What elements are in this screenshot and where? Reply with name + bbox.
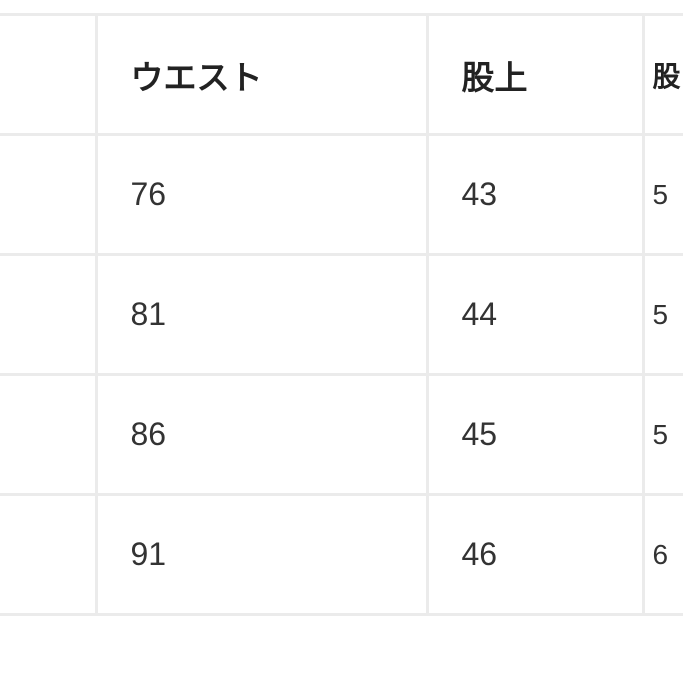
cell-rise: 45	[425, 373, 645, 496]
cell-waist: 81	[94, 253, 429, 376]
table-row: 91 46 6	[0, 493, 683, 616]
cell	[0, 373, 98, 496]
header-next: 股	[641, 13, 683, 136]
cell-rise: 44	[425, 253, 645, 376]
cell-rise: 46	[425, 493, 645, 616]
table-row: 86 45 5	[0, 373, 683, 496]
table-row: 81 44 5	[0, 253, 683, 376]
cell-next: 5	[641, 373, 683, 496]
header-waist: ウエスト	[94, 13, 429, 136]
cell	[0, 493, 98, 616]
header-row: ウエスト 股上 股	[0, 13, 683, 136]
cell-rise: 43	[425, 133, 645, 256]
cell-next: 5	[641, 133, 683, 256]
table-row: 76 43 5	[0, 133, 683, 256]
header-rise: 股上	[425, 13, 645, 136]
header-size	[0, 13, 98, 136]
cell-next: 5	[641, 253, 683, 376]
cell	[0, 253, 98, 376]
cell-waist: 91	[94, 493, 429, 616]
cell-waist: 76	[94, 133, 429, 256]
cell-waist: 86	[94, 373, 429, 496]
cell	[0, 133, 98, 256]
size-table-container: ウエスト 股上 股 76 43 5 81 44 5 86 45 5 91 46 6	[0, 13, 683, 616]
cell-next: 6	[641, 493, 683, 616]
size-table: ウエスト 股上 股 76 43 5 81 44 5 86 45 5 91 46 6	[0, 13, 683, 616]
